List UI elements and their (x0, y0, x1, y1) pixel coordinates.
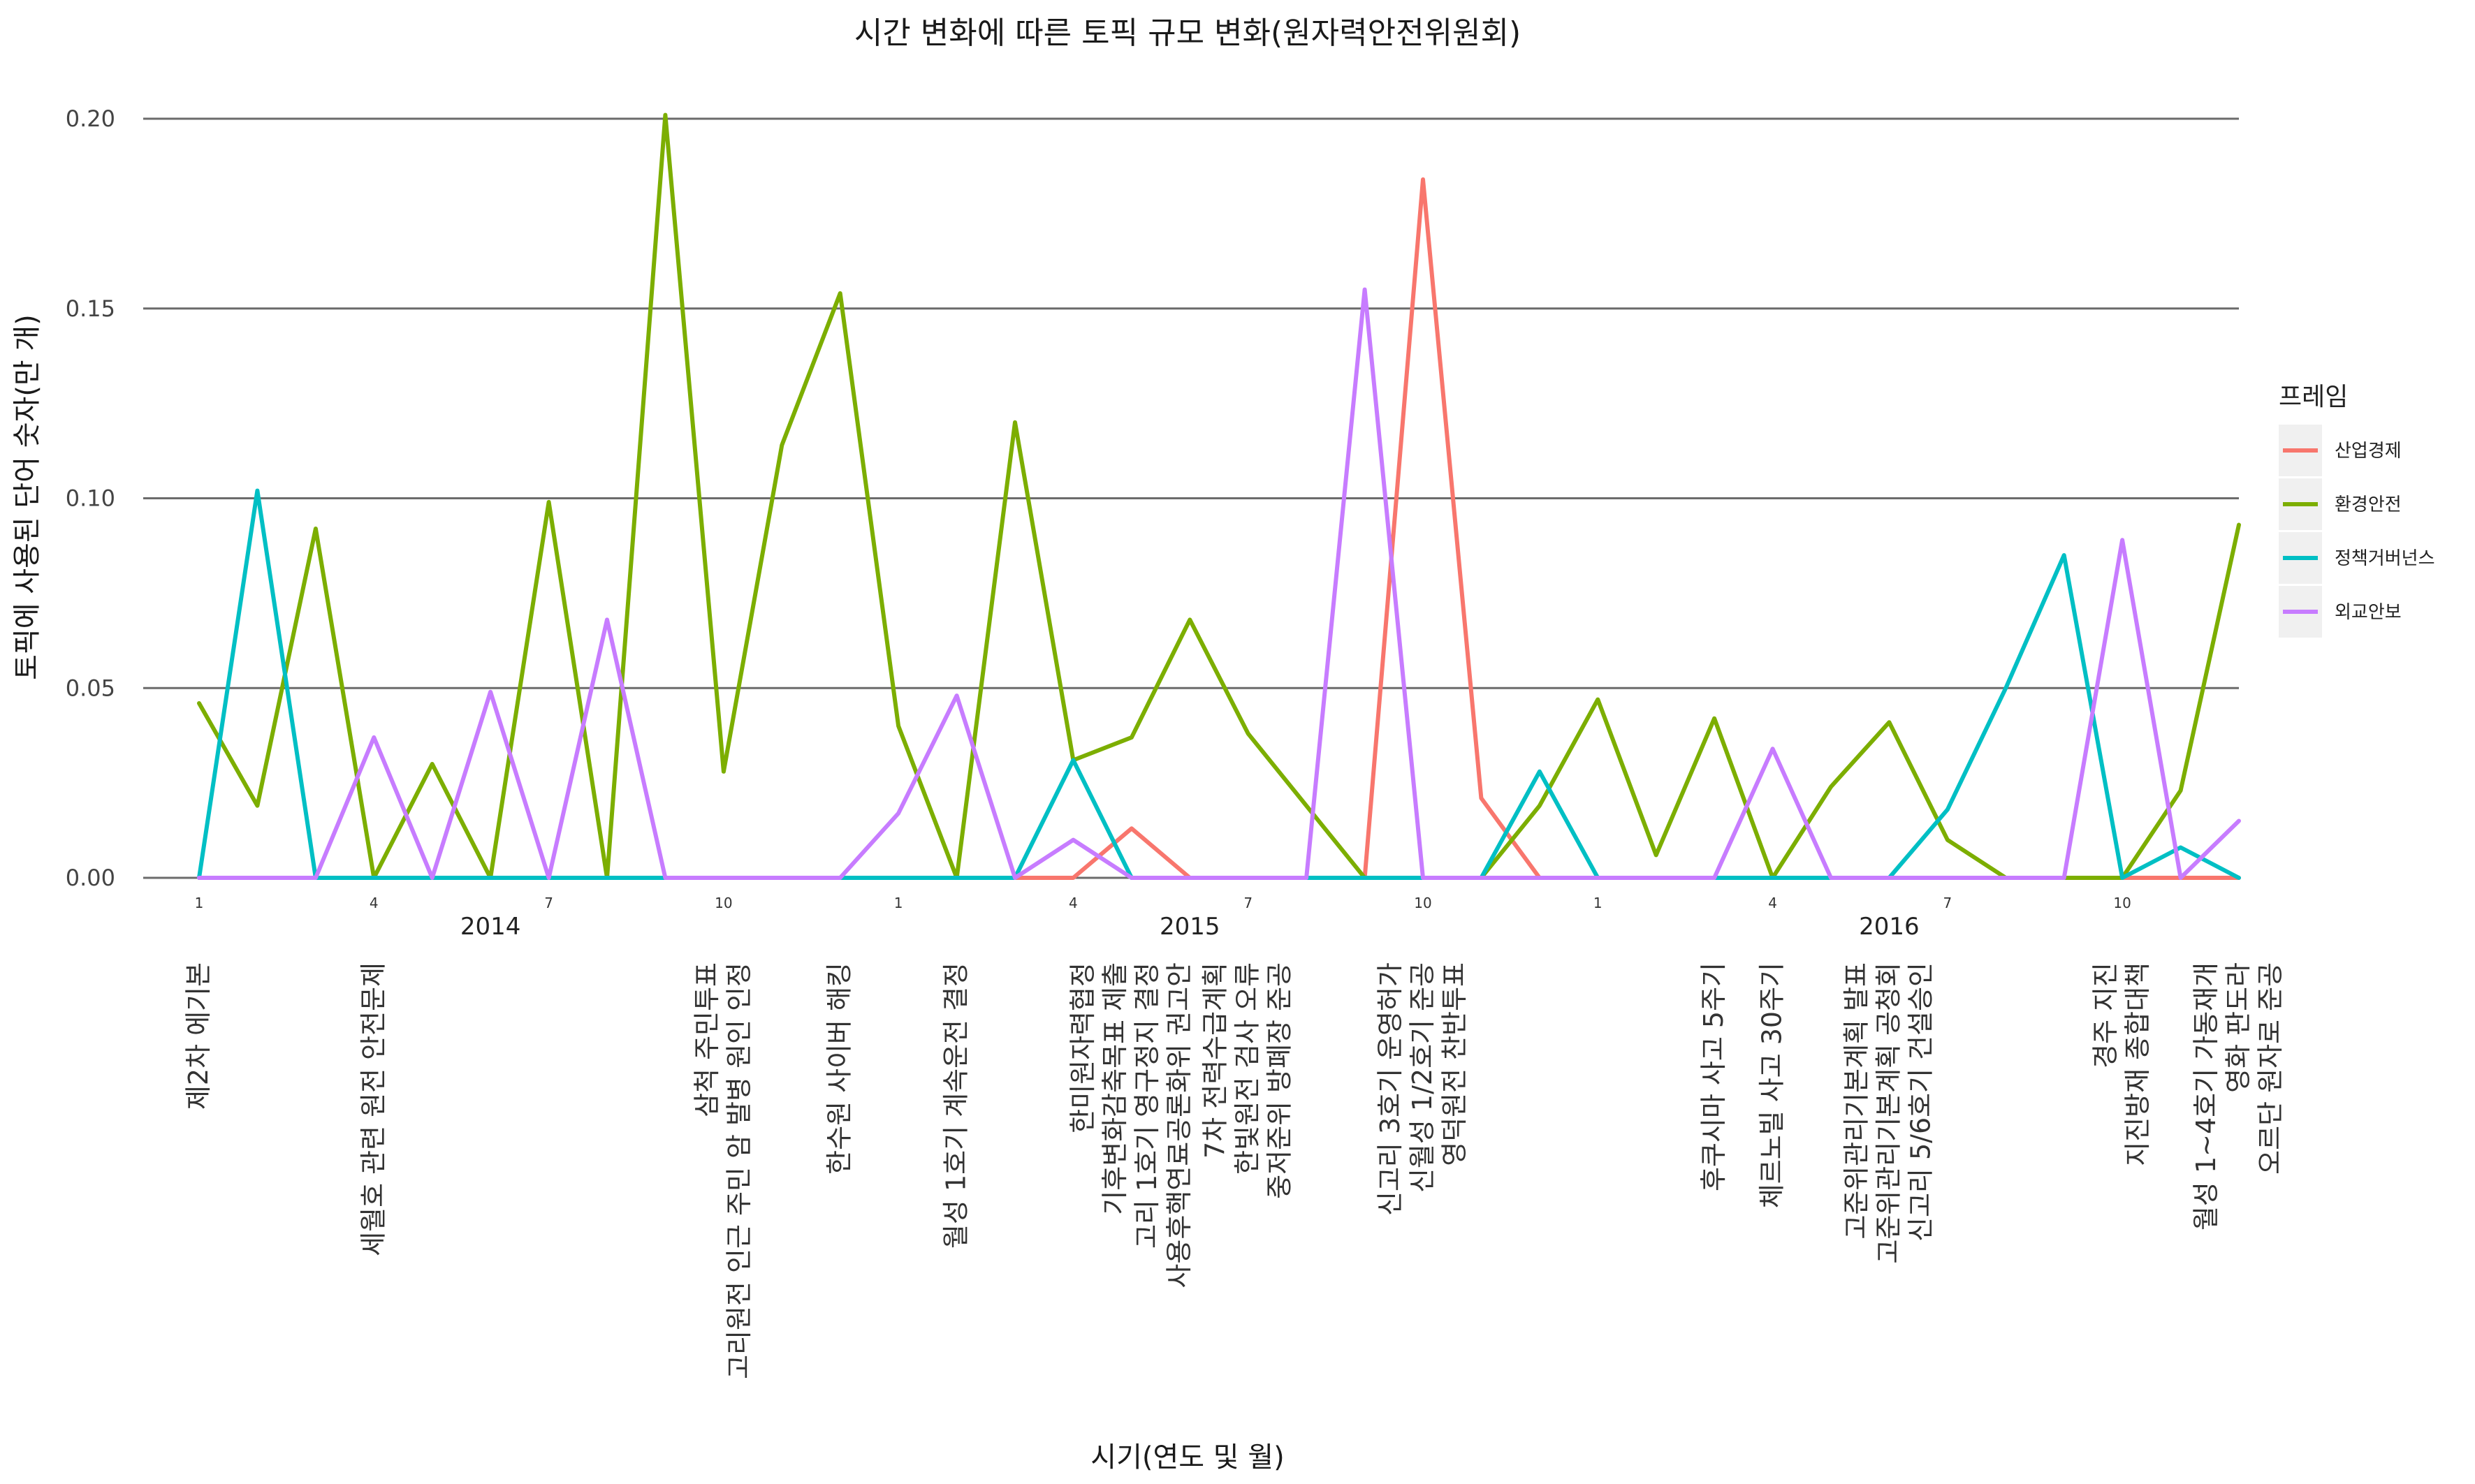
x-axis-title: 시기(연도 및 월) (1090, 1441, 1284, 1474)
x-tick-label: 10 (2113, 895, 2131, 911)
grid (143, 117, 2239, 879)
legend-label: 산업경제 (2335, 441, 2402, 462)
x-tick-label: 4 (370, 895, 379, 911)
year-label: 2015 (1160, 913, 1220, 941)
y-axis-ticks: 0.00 0.05 0.10 0.15 0.20 (66, 105, 115, 891)
series-line (197, 112, 2241, 880)
event-label: 세월호 관련 원전 안전문제 (358, 962, 388, 1256)
event-label: 영덕원전 찬반투표 (1439, 962, 1470, 1166)
event-label: 지진방재 종합대책 (2122, 962, 2153, 1166)
x-tick-label: 4 (1069, 895, 1078, 911)
event-label: 기후변화감축목표 제출 (1100, 962, 1130, 1215)
series-lines (197, 112, 2241, 880)
event-label: 고준위관리기본계획 발표 (1841, 962, 1871, 1240)
event-label: 사용후핵연료공론화위 권고안 (1164, 962, 1195, 1288)
event-label: 고리원전 인근 주민 암 발병 원인 인정 (724, 962, 754, 1379)
legend-title: 프레임 (2279, 383, 2348, 411)
event-label: 월성 1호기 계속운전 결정 (941, 962, 972, 1249)
x-tick-label: 10 (1414, 895, 1431, 911)
y-tick-label: 0.00 (66, 865, 115, 891)
x-tick-label: 4 (1768, 895, 1777, 911)
year-label: 2016 (1859, 913, 1920, 941)
y-tick-label: 0.10 (66, 485, 115, 512)
event-label: 경주 지진 (2090, 962, 2121, 1068)
x-tick-label: 1 (894, 895, 903, 911)
event-label: 신고리 5/6호기 건설승인 (1905, 962, 1936, 1242)
event-label: 고리 1호기 영구정지 결정 (1132, 962, 1162, 1249)
x-tick-label: 1 (195, 895, 204, 911)
event-label: 한수원 사이버 해킹 (824, 962, 855, 1175)
event-label: 한빛원전 검사 오류 (1232, 962, 1263, 1175)
chart-title: 시간 변화에 따른 토픽 규모 변화(원자력안전위원회) (854, 15, 1521, 51)
series-line (197, 488, 2241, 880)
y-tick-label: 0.15 (66, 295, 115, 322)
legend-label: 환경안전 (2335, 494, 2402, 515)
legend-label: 정책거버넌스 (2335, 548, 2435, 569)
event-label: 월성 1~4호기 가동재개 (2191, 962, 2221, 1230)
y-axis-title: 토픽에 사용된 단어 숫자(만 개) (11, 314, 43, 680)
legend-label: 외교안보 (2335, 602, 2402, 623)
event-label: 체르노빌 사고 30주기 (1757, 962, 1788, 1208)
y-tick-label: 0.20 (66, 105, 115, 132)
event-label: 신월성 1/2호기 준공 (1407, 962, 1438, 1193)
event-label: 7차 전력수급계획 (1200, 962, 1231, 1159)
x-axis-ticks: 1 4 7 10 1 4 7 10 1 4 7 10 2014 2015 2016 (195, 895, 2131, 941)
y-tick-label: 0.05 (66, 675, 115, 701)
event-label: 중저준위 방폐장 준공 (1264, 962, 1295, 1199)
x-tick-label: 7 (1943, 895, 1952, 911)
event-label: 고준위관리기본계획 공청회 (1873, 962, 1904, 1264)
event-label: 제2차 에기본 (183, 962, 214, 1110)
x-tick-label: 1 (1593, 895, 1602, 911)
x-tick-label: 10 (715, 895, 732, 911)
x-tick-label: 7 (544, 895, 553, 911)
event-label: 한미원자력협정 (1067, 962, 1098, 1133)
event-label: 삼척 주민투표 (692, 962, 722, 1117)
event-label: 후쿠시마 사고 5주기 (1698, 962, 1729, 1191)
x-tick-label: 7 (1243, 895, 1253, 911)
event-label: 영화 판도라 (2223, 962, 2254, 1093)
event-label: 신고리 3호기 운영허가 (1375, 962, 1406, 1216)
year-label: 2014 (460, 913, 521, 941)
event-annotations: 제2차 에기본 세월호 관련 원전 안전문제 삼척 주민투표 고리원전 인근 주민 암… (183, 962, 2286, 1379)
event-label: 오르단 원자로 준공 (2255, 962, 2286, 1175)
series-line (197, 287, 2241, 880)
